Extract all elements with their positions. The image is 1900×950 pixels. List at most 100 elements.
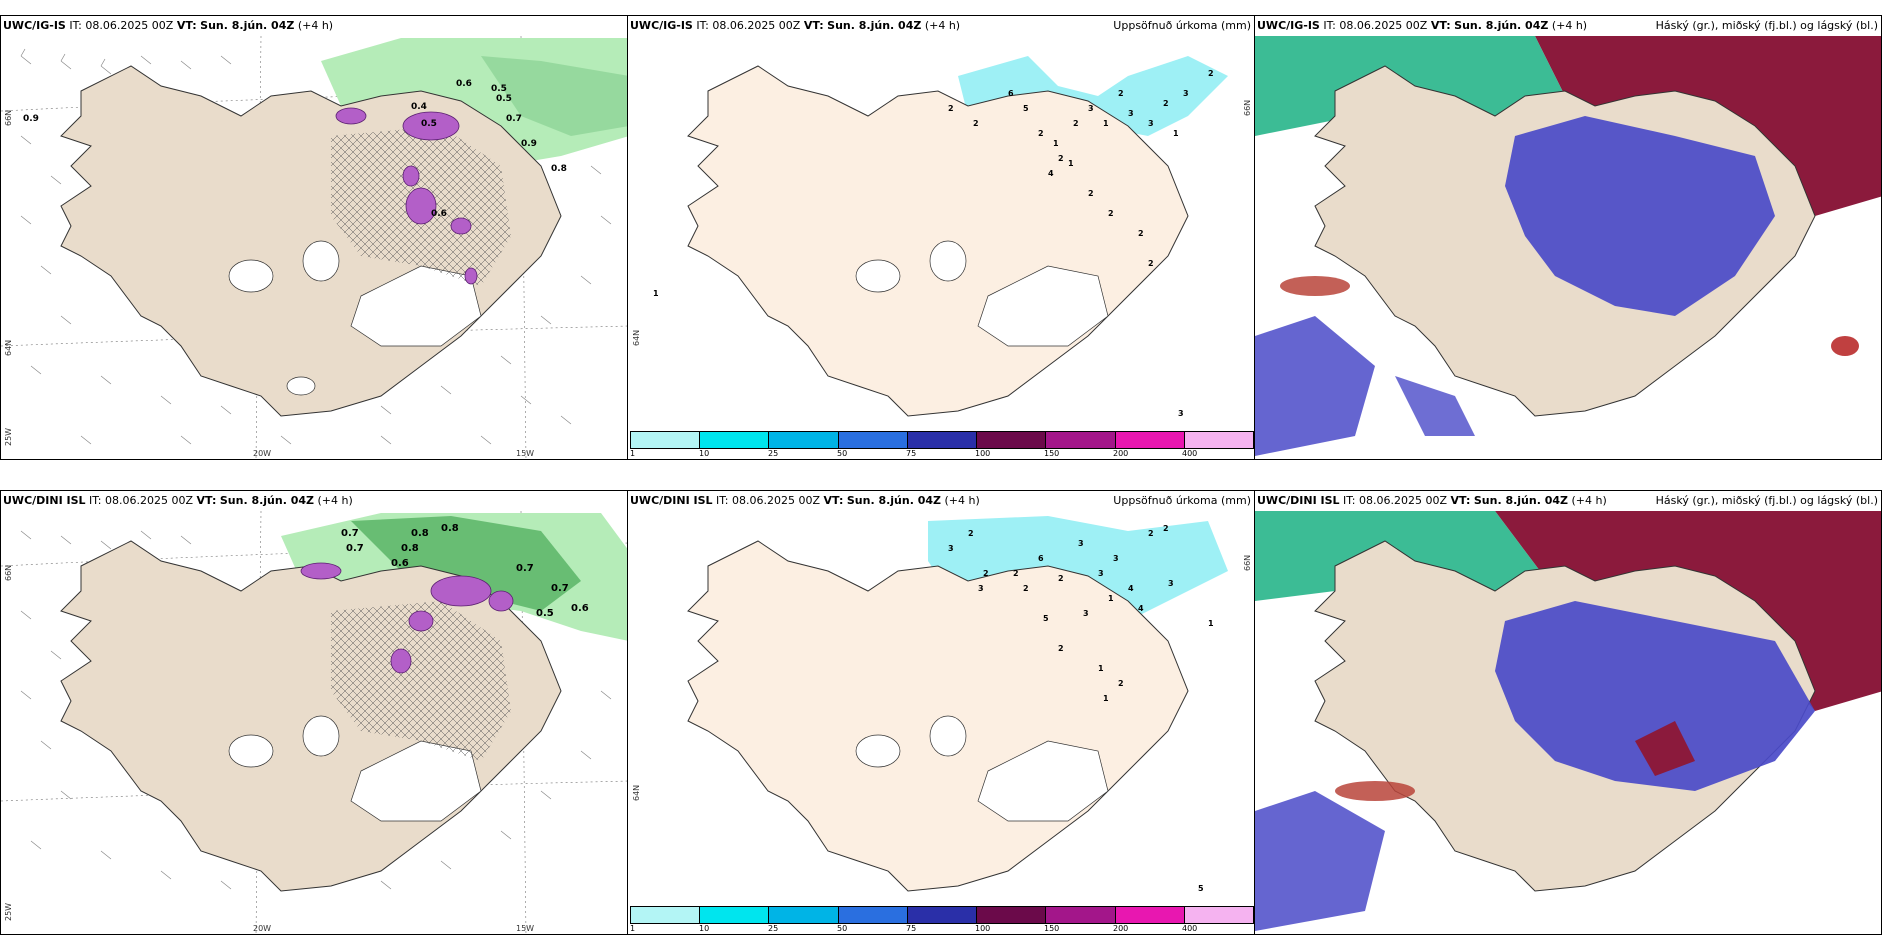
lon-label-20w: 20W <box>253 449 272 458</box>
svg-text:1: 1 <box>1108 594 1114 603</box>
svg-text:2: 2 <box>1148 259 1154 268</box>
svg-text:1: 1 <box>653 289 659 298</box>
colorbar-tick: 150 <box>1044 924 1060 933</box>
svg-text:2: 2 <box>1148 529 1154 538</box>
lat-label-64n: 64N <box>632 329 641 346</box>
valid-time: Sun. 8.jún. 04Z <box>1473 494 1569 507</box>
svg-text:2: 2 <box>1038 129 1044 138</box>
mid-cloud-blue <box>1505 116 1775 316</box>
svg-text:2: 2 <box>1058 574 1064 583</box>
valid-time: Sun. 8.jún. 04Z <box>846 494 942 507</box>
lead-time: (+4 h) <box>317 494 353 507</box>
colorbar-swatch <box>977 907 1047 923</box>
panel-precip-igis: UWC/IG-IS IT: 08.06.2025 00Z VT: Sun. 8.… <box>627 15 1255 460</box>
colorbar-swatch <box>700 907 770 923</box>
map-cloud-igis: 0.9 0.6 0.5 0.5 0.4 0.5 0.7 0.9 0.8 0.6 <box>1 16 627 459</box>
panel-cloud-cover-igis: UWC/IG-IS IT: 08.06.2025 00Z VT: Sun. 8.… <box>0 15 628 460</box>
svg-text:3: 3 <box>948 544 954 553</box>
svg-text:0.7: 0.7 <box>506 114 522 124</box>
colorbar-tick: 75 <box>906 449 917 458</box>
vt-prefix: VT: <box>1450 494 1471 507</box>
colorbar-tick: 400 <box>1182 924 1198 933</box>
init-time: 08.06.2025 00Z <box>712 19 801 32</box>
model-name: UWC/DINI ISL <box>3 494 86 507</box>
colorbar-tick: 100 <box>975 449 991 458</box>
svg-text:0.4: 0.4 <box>411 102 427 112</box>
model-name: UWC/DINI ISL <box>630 494 713 507</box>
model-name: UWC/IG-IS <box>3 19 66 32</box>
svg-text:2: 2 <box>1118 679 1124 688</box>
svg-text:5: 5 <box>1043 614 1049 623</box>
svg-text:3: 3 <box>1078 539 1084 548</box>
cloud-title: Háský (gr.), miðský (fj.bl.) og lágský (… <box>1655 494 1878 507</box>
purple-cells <box>335 107 478 285</box>
svg-text:3: 3 <box>1083 609 1089 618</box>
svg-text:2: 2 <box>973 119 979 128</box>
it-prefix: IT: <box>716 494 729 507</box>
svg-text:2: 2 <box>1058 644 1064 653</box>
model-name: UWC/DINI ISL <box>1257 494 1340 507</box>
colorbar-swatch <box>977 432 1047 448</box>
init-time: 08.06.2025 00Z <box>1339 19 1428 32</box>
model-name: UWC/IG-IS <box>1257 19 1320 32</box>
svg-text:4: 4 <box>1128 584 1134 593</box>
init-time: 08.06.2025 00Z <box>1359 494 1448 507</box>
it-prefix: IT: <box>1343 494 1356 507</box>
colorbar-tick: 400 <box>1182 449 1198 458</box>
svg-text:2: 2 <box>1108 209 1114 218</box>
colorbar-tick: 25 <box>768 924 779 933</box>
init-time: 08.06.2025 00Z <box>105 494 194 507</box>
vt-prefix: VT: <box>176 19 197 32</box>
panel-cloud-layers-dini: UWC/DINI ISL IT: 08.06.2025 00Z VT: Sun.… <box>1254 490 1882 935</box>
svg-text:1: 1 <box>1173 129 1179 138</box>
svg-text:0.5: 0.5 <box>421 119 437 129</box>
svg-text:1: 1 <box>1053 139 1059 148</box>
svg-text:1: 1 <box>1068 159 1074 168</box>
lat-label-64n: 64N <box>4 339 13 356</box>
svg-text:0.8: 0.8 <box>411 528 429 539</box>
svg-text:0.5: 0.5 <box>491 84 507 94</box>
wind-barbs <box>20 48 612 445</box>
init-time: 08.06.2025 00Z <box>85 19 174 32</box>
it-prefix: IT: <box>69 19 82 32</box>
colorbar-swatch <box>907 432 978 448</box>
lead-time: (+4 h) <box>297 19 334 32</box>
colorbar-swatch <box>700 432 770 448</box>
svg-text:0.8: 0.8 <box>401 543 419 554</box>
svg-text:1: 1 <box>1098 664 1104 673</box>
svg-text:3: 3 <box>978 584 984 593</box>
panel-header: UWC/DINI ISL IT: 08.06.2025 00Z VT: Sun.… <box>628 491 1254 511</box>
colorbar-tick: 1 <box>630 924 636 933</box>
svg-text:3: 3 <box>1128 109 1134 118</box>
precip-value-labels: 2 2 6 5 2 1 2 2 3 1 2 3 3 2 1 4 1 2 2 2 … <box>653 69 1214 418</box>
colorbar-tick: 150 <box>1044 449 1060 458</box>
colorbar-swatch <box>1115 432 1185 448</box>
svg-text:0.9: 0.9 <box>23 114 39 124</box>
svg-text:2: 2 <box>948 104 954 113</box>
vt-prefix: VT: <box>196 494 217 507</box>
svg-text:5: 5 <box>1023 104 1029 113</box>
lon-label-20w: 20W <box>253 924 272 933</box>
svg-text:4: 4 <box>1138 604 1144 613</box>
svg-text:1: 1 <box>1103 119 1109 128</box>
lead-time: (+4 h) <box>1551 19 1588 32</box>
colorbar-tick: 25 <box>768 449 779 458</box>
colorbar-swatch <box>1184 432 1253 448</box>
colorbar-swatch <box>769 907 839 923</box>
panel-cloud-layers-igis: UWC/IG-IS IT: 08.06.2025 00Z VT: Sun. 8.… <box>1254 15 1882 460</box>
precip-value-labels: 2 2 3 3 2 2 6 2 3 3 3 4 2 2 5 3 1 4 1 2 … <box>948 524 1214 893</box>
precip-colorbar: 1 10 25 50 75 100 150 200 400 <box>630 906 1254 933</box>
colorbar-swatch <box>1115 907 1185 923</box>
lon-label-25w: 25W <box>4 902 13 921</box>
svg-text:2: 2 <box>1163 99 1169 108</box>
lon-label-15w: 15W <box>516 449 535 458</box>
svg-text:0.6: 0.6 <box>391 558 409 569</box>
lat-label-64n: 64N <box>632 784 641 801</box>
colorbar-swatch <box>907 907 978 923</box>
svg-text:0.7: 0.7 <box>346 543 364 554</box>
panel-precip-dini: UWC/DINI ISL IT: 08.06.2025 00Z VT: Sun.… <box>627 490 1255 935</box>
vt-prefix: VT: <box>823 494 844 507</box>
lon-label-15w: 15W <box>516 924 535 933</box>
svg-text:2: 2 <box>983 569 989 578</box>
svg-text:3: 3 <box>1098 569 1104 578</box>
